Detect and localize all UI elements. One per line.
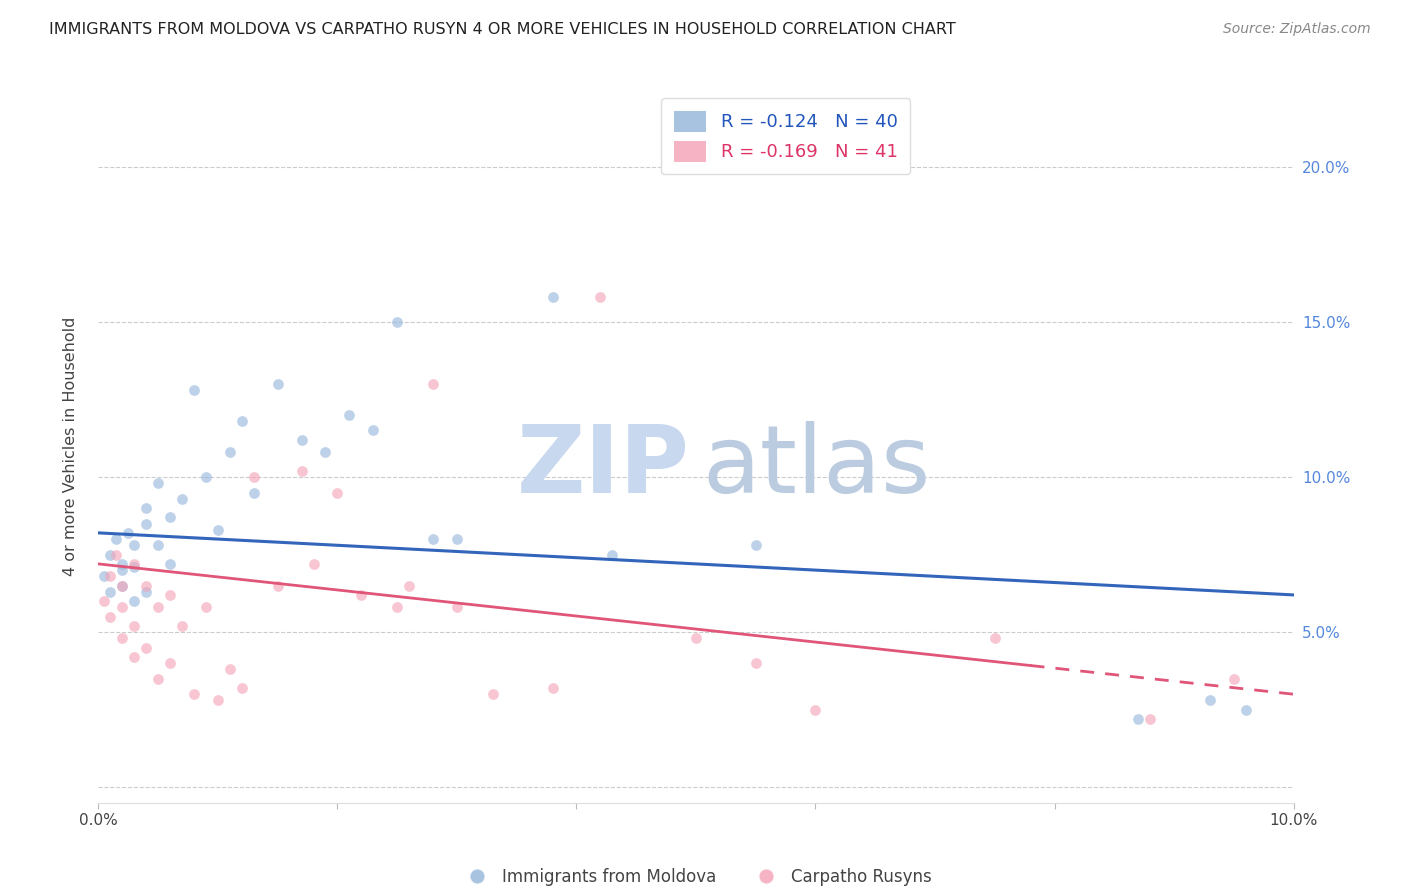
Text: IMMIGRANTS FROM MOLDOVA VS CARPATHO RUSYN 4 OR MORE VEHICLES IN HOUSEHOLD CORREL: IMMIGRANTS FROM MOLDOVA VS CARPATHO RUSY… xyxy=(49,22,956,37)
Point xyxy=(148,476,170,491)
Point xyxy=(183,383,205,397)
Point xyxy=(148,672,170,686)
Point xyxy=(291,464,314,478)
Point xyxy=(302,557,325,571)
Point xyxy=(124,560,146,574)
Point xyxy=(111,600,134,615)
Point xyxy=(98,584,122,599)
Point xyxy=(111,557,134,571)
Text: atlas: atlas xyxy=(702,421,931,514)
Point xyxy=(446,532,468,546)
Point xyxy=(243,485,266,500)
Point xyxy=(124,594,146,608)
Point xyxy=(339,408,361,422)
Point xyxy=(804,160,827,174)
Point xyxy=(243,470,266,484)
Point xyxy=(183,687,205,701)
Point xyxy=(124,538,146,552)
Point xyxy=(124,619,146,633)
Point xyxy=(385,600,409,615)
Point xyxy=(745,656,768,670)
Point xyxy=(984,632,1007,646)
Point xyxy=(804,703,827,717)
Point xyxy=(159,510,181,524)
Text: ZIP: ZIP xyxy=(517,421,690,514)
Point xyxy=(422,532,444,546)
Point xyxy=(135,579,157,593)
Point xyxy=(1234,703,1257,717)
Point xyxy=(385,315,409,329)
Point xyxy=(267,376,290,391)
Point xyxy=(172,491,194,506)
Point xyxy=(148,538,170,552)
Point xyxy=(111,579,134,593)
Point xyxy=(93,569,115,583)
Point xyxy=(541,681,564,695)
Point xyxy=(135,584,157,599)
Point xyxy=(1223,672,1246,686)
Point xyxy=(1128,712,1150,726)
Point xyxy=(350,588,373,602)
Point xyxy=(98,548,122,562)
Point xyxy=(93,594,115,608)
Point xyxy=(159,656,181,670)
Point xyxy=(105,548,128,562)
Point xyxy=(195,600,218,615)
Point xyxy=(482,687,505,701)
Point xyxy=(231,414,253,428)
Point xyxy=(135,640,157,655)
Point xyxy=(363,424,385,438)
Point xyxy=(98,609,122,624)
Point xyxy=(326,485,349,500)
Point xyxy=(267,579,290,593)
Point xyxy=(219,662,242,676)
Point xyxy=(291,433,314,447)
Point xyxy=(98,569,122,583)
Point xyxy=(602,548,624,562)
Point xyxy=(135,516,157,531)
Point xyxy=(111,563,134,577)
Point xyxy=(446,600,468,615)
Point xyxy=(124,557,146,571)
Text: Source: ZipAtlas.com: Source: ZipAtlas.com xyxy=(1223,22,1371,37)
Point xyxy=(124,650,146,665)
Point xyxy=(398,579,420,593)
Point xyxy=(422,376,444,391)
Y-axis label: 4 or more Vehicles in Household: 4 or more Vehicles in Household xyxy=(63,317,77,575)
Point xyxy=(111,579,134,593)
Point xyxy=(685,632,707,646)
Point xyxy=(207,523,229,537)
Point xyxy=(541,290,564,304)
Point xyxy=(117,525,139,540)
Point xyxy=(1139,712,1161,726)
Legend: Immigrants from Moldova, Carpatho Rusyns: Immigrants from Moldova, Carpatho Rusyns xyxy=(454,861,938,892)
Point xyxy=(159,557,181,571)
Point xyxy=(135,501,157,516)
Point xyxy=(207,693,229,707)
Point xyxy=(195,470,218,484)
Point xyxy=(111,632,134,646)
Point xyxy=(148,600,170,615)
Point xyxy=(172,619,194,633)
Point xyxy=(105,532,128,546)
Point xyxy=(589,290,612,304)
Point xyxy=(219,445,242,459)
Point xyxy=(315,445,337,459)
Point xyxy=(1199,693,1222,707)
Point xyxy=(159,588,181,602)
Point xyxy=(745,538,768,552)
Point xyxy=(231,681,253,695)
